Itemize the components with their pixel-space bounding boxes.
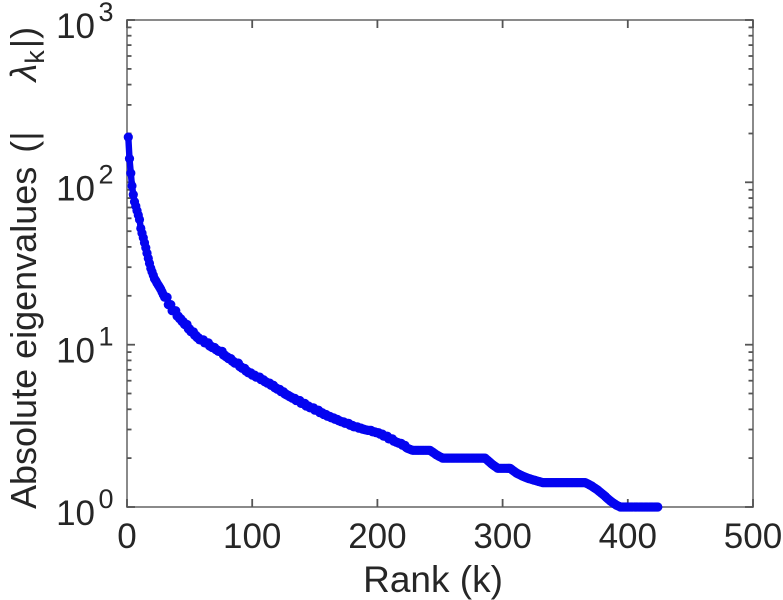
svg-text:1: 1	[99, 322, 114, 352]
svg-text:0: 0	[99, 484, 114, 514]
svg-text:0: 0	[117, 517, 136, 556]
svg-text:100: 100	[223, 517, 281, 556]
svg-text:10: 10	[56, 169, 95, 208]
svg-text:Rank (k): Rank (k)	[363, 559, 503, 600]
svg-text:10: 10	[56, 494, 95, 533]
svg-text:2: 2	[99, 159, 114, 189]
svg-text:300: 300	[473, 517, 531, 556]
svg-text:200: 200	[348, 517, 406, 556]
svg-text:500: 500	[724, 517, 782, 556]
svg-text:400: 400	[599, 517, 657, 556]
svg-text:10: 10	[56, 7, 95, 46]
svg-text:10: 10	[56, 332, 95, 371]
svg-text:3: 3	[99, 0, 114, 27]
